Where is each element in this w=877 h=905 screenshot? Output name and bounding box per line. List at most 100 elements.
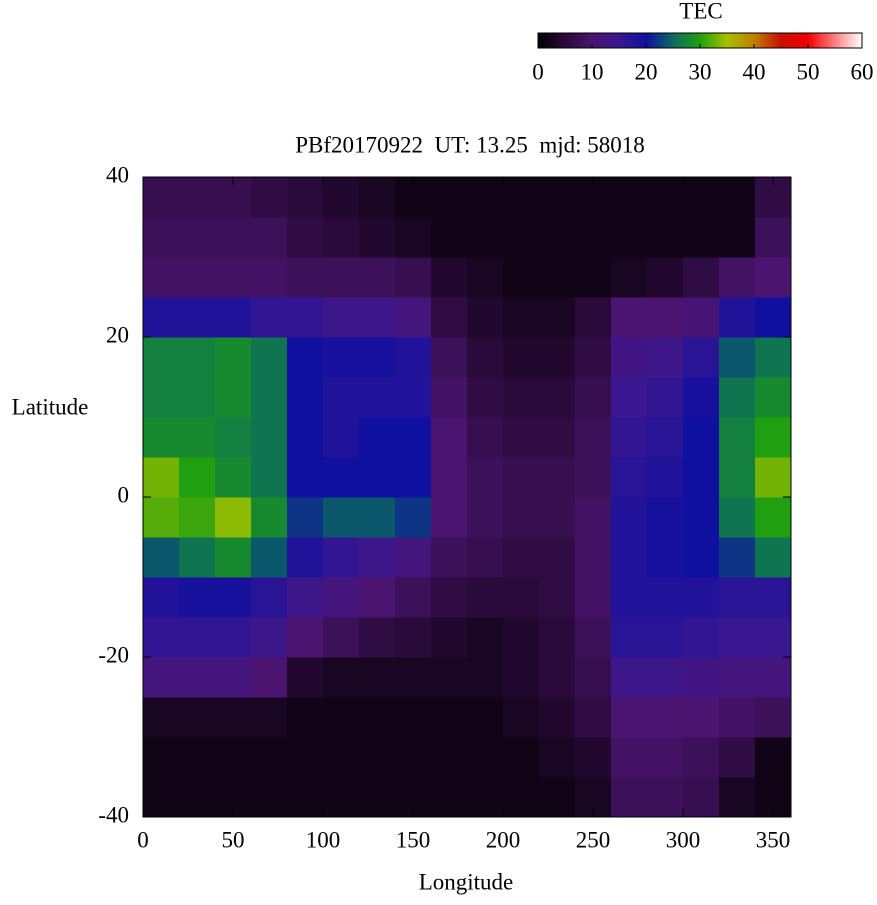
- heatmap-cell: [719, 377, 756, 418]
- heatmap-cell: [251, 217, 288, 258]
- heatmap-cell: [359, 777, 396, 818]
- heatmap-cell: [143, 697, 180, 738]
- heatmap-cell: [287, 777, 324, 818]
- heatmap-cell: [575, 377, 612, 418]
- heatmap-cell: [539, 497, 576, 538]
- heatmap-cell: [683, 617, 720, 658]
- heatmap-cell: [467, 617, 504, 658]
- heatmap-cell: [539, 177, 576, 218]
- heatmap-cell: [575, 217, 612, 258]
- heatmap-cell: [359, 537, 396, 578]
- heatmap-cell: [179, 297, 216, 338]
- heatmap-cell: [719, 457, 756, 498]
- heatmap-cell: [575, 337, 612, 378]
- heatmap-cell: [683, 697, 720, 738]
- heatmap-cell: [539, 577, 576, 618]
- heatmap-cell: [611, 617, 648, 658]
- heatmap-cell: [611, 417, 648, 458]
- heatmap-cell: [215, 337, 252, 378]
- heatmap-cell: [179, 377, 216, 418]
- heatmap-cell: [287, 217, 324, 258]
- heatmap-cell: [431, 417, 468, 458]
- heatmap-cell: [431, 577, 468, 618]
- heatmap-cell: [359, 737, 396, 778]
- heatmap-cell: [395, 217, 432, 258]
- heatmap-cell: [323, 697, 360, 738]
- heatmap-cell: [467, 377, 504, 418]
- heatmap-cell: [755, 617, 792, 658]
- heatmap-cell: [431, 457, 468, 498]
- heatmap-cell: [179, 777, 216, 818]
- heatmap-cell: [287, 697, 324, 738]
- heatmap-cell: [395, 657, 432, 698]
- heatmap-cell: [467, 257, 504, 298]
- heatmap-cell: [719, 337, 756, 378]
- heatmap-cell: [179, 697, 216, 738]
- heatmap-cell: [647, 417, 684, 458]
- heatmap-cell: [503, 377, 540, 418]
- heatmap-cell: [179, 217, 216, 258]
- heatmap-cell: [323, 657, 360, 698]
- heatmap-cell: [503, 777, 540, 818]
- heatmap-cell: [395, 497, 432, 538]
- heatmap-cell: [539, 657, 576, 698]
- heatmap-cell: [215, 217, 252, 258]
- heatmap-cell: [755, 457, 792, 498]
- heatmap-cell: [251, 577, 288, 618]
- heatmap-cell: [251, 177, 288, 218]
- colorbar-tick-label: 20: [635, 59, 658, 84]
- heatmap-cell: [611, 497, 648, 538]
- heatmap-cell: [683, 777, 720, 818]
- heatmap-cell: [539, 377, 576, 418]
- heatmap-cell: [251, 617, 288, 658]
- heatmap-cell: [575, 537, 612, 578]
- heatmap-cell: [647, 377, 684, 418]
- heatmap-cell: [251, 497, 288, 538]
- heatmap-cell: [287, 457, 324, 498]
- heatmap-cell: [287, 737, 324, 778]
- heatmap-cell: [575, 457, 612, 498]
- heatmap-cell: [323, 257, 360, 298]
- heatmap-cell: [719, 297, 756, 338]
- heatmap-cell: [539, 297, 576, 338]
- x-tick-label: 300: [666, 827, 701, 852]
- heatmap-cell: [143, 177, 180, 218]
- heatmap-cell: [287, 417, 324, 458]
- heatmap-cell: [683, 577, 720, 618]
- heatmap-cell: [215, 537, 252, 578]
- heatmap-cell: [143, 577, 180, 618]
- heatmap-cell: [683, 177, 720, 218]
- heatmap-cell: [755, 377, 792, 418]
- heatmap-cell: [431, 617, 468, 658]
- heatmap-cell: [215, 697, 252, 738]
- heatmap-cell: [755, 417, 792, 458]
- heatmap-cell: [287, 497, 324, 538]
- heatmap-cell: [395, 337, 432, 378]
- heatmap-cell: [539, 417, 576, 458]
- heatmap-cell: [755, 497, 792, 538]
- heatmap-cell: [215, 297, 252, 338]
- heatmap-cell: [179, 657, 216, 698]
- heatmap-cell: [539, 737, 576, 778]
- x-tick-label: 250: [576, 827, 611, 852]
- heatmap-cell: [611, 577, 648, 618]
- heatmap-cell: [719, 617, 756, 658]
- heatmap-cell: [143, 217, 180, 258]
- heatmap-cell: [755, 217, 792, 258]
- x-axis-label: Longitude: [419, 869, 514, 894]
- heatmap-cell: [143, 657, 180, 698]
- heatmap-cell: [323, 217, 360, 258]
- heatmap-cell: [719, 737, 756, 778]
- heatmap-cell: [467, 217, 504, 258]
- heatmap-cell: [359, 417, 396, 458]
- heatmap-cell: [647, 177, 684, 218]
- heatmap-cell: [215, 617, 252, 658]
- heatmap-cell: [395, 577, 432, 618]
- heatmap-cell: [287, 377, 324, 418]
- heatmap-cell: [647, 777, 684, 818]
- heatmap-cell: [467, 777, 504, 818]
- heatmap-cell: [647, 217, 684, 258]
- heatmap-cell: [719, 657, 756, 698]
- heatmap-cell: [359, 617, 396, 658]
- heatmap-cell: [431, 537, 468, 578]
